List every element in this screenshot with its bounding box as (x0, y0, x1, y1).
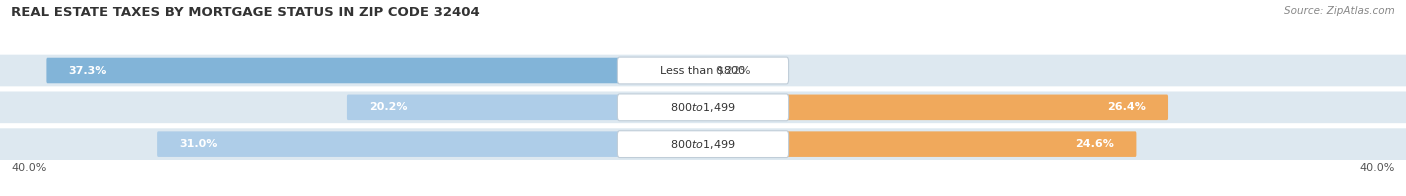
FancyBboxPatch shape (46, 58, 704, 83)
FancyBboxPatch shape (702, 94, 1168, 120)
FancyBboxPatch shape (617, 131, 789, 158)
Text: Less than $800: Less than $800 (661, 65, 745, 75)
Text: 40.0%: 40.0% (11, 163, 46, 173)
Text: 37.3%: 37.3% (69, 65, 107, 75)
FancyBboxPatch shape (0, 128, 1406, 160)
Text: 26.4%: 26.4% (1107, 102, 1146, 112)
FancyBboxPatch shape (0, 92, 1406, 123)
FancyBboxPatch shape (617, 57, 789, 84)
FancyBboxPatch shape (0, 55, 1406, 86)
FancyBboxPatch shape (702, 58, 709, 83)
Text: $800 to $1,499: $800 to $1,499 (671, 101, 735, 114)
Text: REAL ESTATE TAXES BY MORTGAGE STATUS IN ZIP CODE 32404: REAL ESTATE TAXES BY MORTGAGE STATUS IN … (11, 6, 479, 19)
Text: 0.22%: 0.22% (716, 65, 751, 75)
FancyBboxPatch shape (617, 94, 789, 121)
Text: 31.0%: 31.0% (180, 139, 218, 149)
Text: 24.6%: 24.6% (1076, 139, 1115, 149)
FancyBboxPatch shape (347, 94, 704, 120)
Text: $800 to $1,499: $800 to $1,499 (671, 138, 735, 151)
Text: 20.2%: 20.2% (368, 102, 408, 112)
FancyBboxPatch shape (702, 131, 1136, 157)
Text: 40.0%: 40.0% (1360, 163, 1395, 173)
FancyBboxPatch shape (157, 131, 704, 157)
Text: Source: ZipAtlas.com: Source: ZipAtlas.com (1284, 6, 1395, 16)
